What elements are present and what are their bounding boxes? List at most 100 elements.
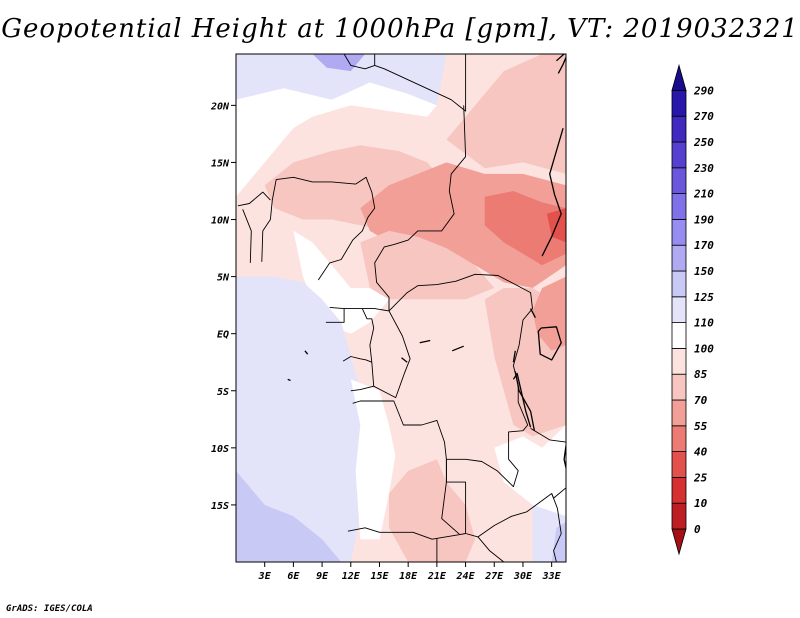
- colorbar-label: 270: [693, 110, 714, 123]
- colorbar-label: 250: [693, 136, 714, 149]
- country-border-0: [343, 54, 376, 70]
- colorbar-label: 150: [694, 265, 714, 278]
- water-line-3: [514, 371, 536, 431]
- lat-tick-label: 20N: [210, 101, 230, 112]
- colorbar-label: 40: [694, 446, 708, 459]
- plot-border: [235, 53, 567, 563]
- plot-frame: [235, 53, 567, 563]
- region-libya-blue-patch: [312, 54, 366, 72]
- region-nw-light-pink: [236, 82, 437, 197]
- lon-tick-label: 30E: [513, 571, 533, 582]
- colorbar-box: [671, 425, 687, 452]
- colorbar-box: [671, 399, 687, 427]
- lon-tick-label: 3E: [258, 571, 272, 582]
- colorbar-label: 100: [694, 342, 714, 355]
- country-border-9: [342, 356, 375, 392]
- country-borders: [237, 54, 566, 562]
- lon-tick-label: 18E: [399, 571, 418, 582]
- colorbar-box: [671, 451, 687, 478]
- country-border-11: [373, 310, 411, 399]
- lon-tick-label: 33E: [542, 571, 562, 582]
- lat-tick-label: 5S: [217, 387, 229, 398]
- lon-tick-label: 6E: [287, 571, 300, 582]
- region-car-pink: [360, 230, 495, 300]
- colorbar-box: [671, 322, 687, 349]
- colorbar-label: 170: [694, 239, 714, 252]
- grads-credit: GrADS: IGES/COLA: [6, 604, 93, 614]
- lon-tick-label: 24E: [456, 571, 476, 582]
- colorbar-label: 230: [693, 162, 714, 175]
- lat-tick-label: 10N: [211, 216, 230, 227]
- region-sahara-north-band: [236, 54, 447, 106]
- country-border-10: [361, 308, 375, 363]
- colorbar: 0 10 25 40 55 70 85 100 110 125 150 170 190 210 230 250…: [671, 63, 714, 556]
- water-line-11: [304, 350, 309, 355]
- water-line-7: [530, 308, 536, 319]
- lat-tick-label: 15N: [211, 158, 230, 169]
- country-border-8: [325, 308, 345, 323]
- colorbar-over-arrow: [671, 63, 687, 91]
- lat-tick-label: 5N: [217, 273, 230, 284]
- water-line-8: [419, 339, 431, 344]
- colorbar-box: [671, 218, 687, 246]
- colorbar-box: [671, 270, 687, 298]
- colorbar-box: [671, 141, 687, 169]
- region-angola-mid: [350, 379, 399, 540]
- country-border-4: [237, 191, 271, 207]
- colorbar-box: [671, 347, 687, 375]
- colorbar-box: [671, 115, 687, 143]
- colorbar-box: [671, 296, 687, 323]
- water-line-5: [563, 445, 566, 471]
- colorbar-label: 0: [694, 523, 701, 536]
- water-line-12: [287, 378, 291, 382]
- region-congo-basin: [379, 299, 523, 460]
- region-sudan-pink: [446, 54, 566, 174]
- colorbar-label: 25: [693, 471, 708, 484]
- rivers-lakes: [287, 54, 566, 471]
- country-border-1: [374, 54, 467, 112]
- water-line-13: [555, 54, 565, 62]
- colorbar-label: 55: [694, 420, 708, 433]
- lon-tick-label: 12E: [342, 571, 361, 582]
- water-line-2: [537, 326, 562, 361]
- lat-tick-label: EQ: [217, 330, 229, 341]
- colorbar-label: 110: [694, 317, 714, 330]
- colorbar-label: 190: [694, 213, 714, 226]
- colorbar-under-arrow: [671, 528, 687, 556]
- water-line-10: [401, 357, 408, 363]
- country-border-17: [551, 493, 562, 562]
- country-border-6: [261, 200, 273, 262]
- lon-tick-label: 27E: [484, 571, 504, 582]
- region-sw-blue: [236, 470, 342, 562]
- country-border-2: [374, 105, 566, 538]
- lon-tick-label: 15E: [370, 571, 389, 582]
- country-border-12: [352, 400, 466, 536]
- colorbar-label: 290: [693, 84, 714, 97]
- axes: 3E 6E 9E 12E 15E 18E 21E 24E 27E 30E 33E 20N 15N 10N 5…: [210, 101, 562, 582]
- country-border-16: [530, 428, 566, 443]
- chart-title: Geopotential Height at 1000hPa [gpm], VT…: [1, 14, 799, 44]
- colorbar-box: [671, 193, 687, 220]
- colorbar-label: 70: [694, 394, 708, 407]
- water-line-0: [541, 128, 564, 257]
- lon-tick-label: 21E: [427, 571, 447, 582]
- country-border-15: [477, 536, 505, 562]
- country-border-5: [242, 209, 252, 263]
- colorbar-box: [671, 373, 687, 401]
- height-field: [236, 54, 566, 562]
- water-line-6: [512, 350, 516, 363]
- country-border-3: [271, 176, 376, 281]
- region-sudan-core: [484, 191, 566, 266]
- lon-tick-label: 9E: [316, 571, 329, 582]
- water-line-4: [512, 372, 532, 428]
- colorbar-label: 210: [693, 188, 714, 201]
- colorbar-box: [671, 167, 687, 195]
- water-line-1: [557, 57, 566, 74]
- colorbar-box: [671, 244, 687, 272]
- region-tanzania-light: [494, 425, 566, 517]
- colorbar-box: [671, 90, 687, 117]
- region-coast-light: [236, 276, 370, 562]
- colorbar-box: [671, 476, 687, 504]
- region-kalahari-dark: [389, 459, 476, 562]
